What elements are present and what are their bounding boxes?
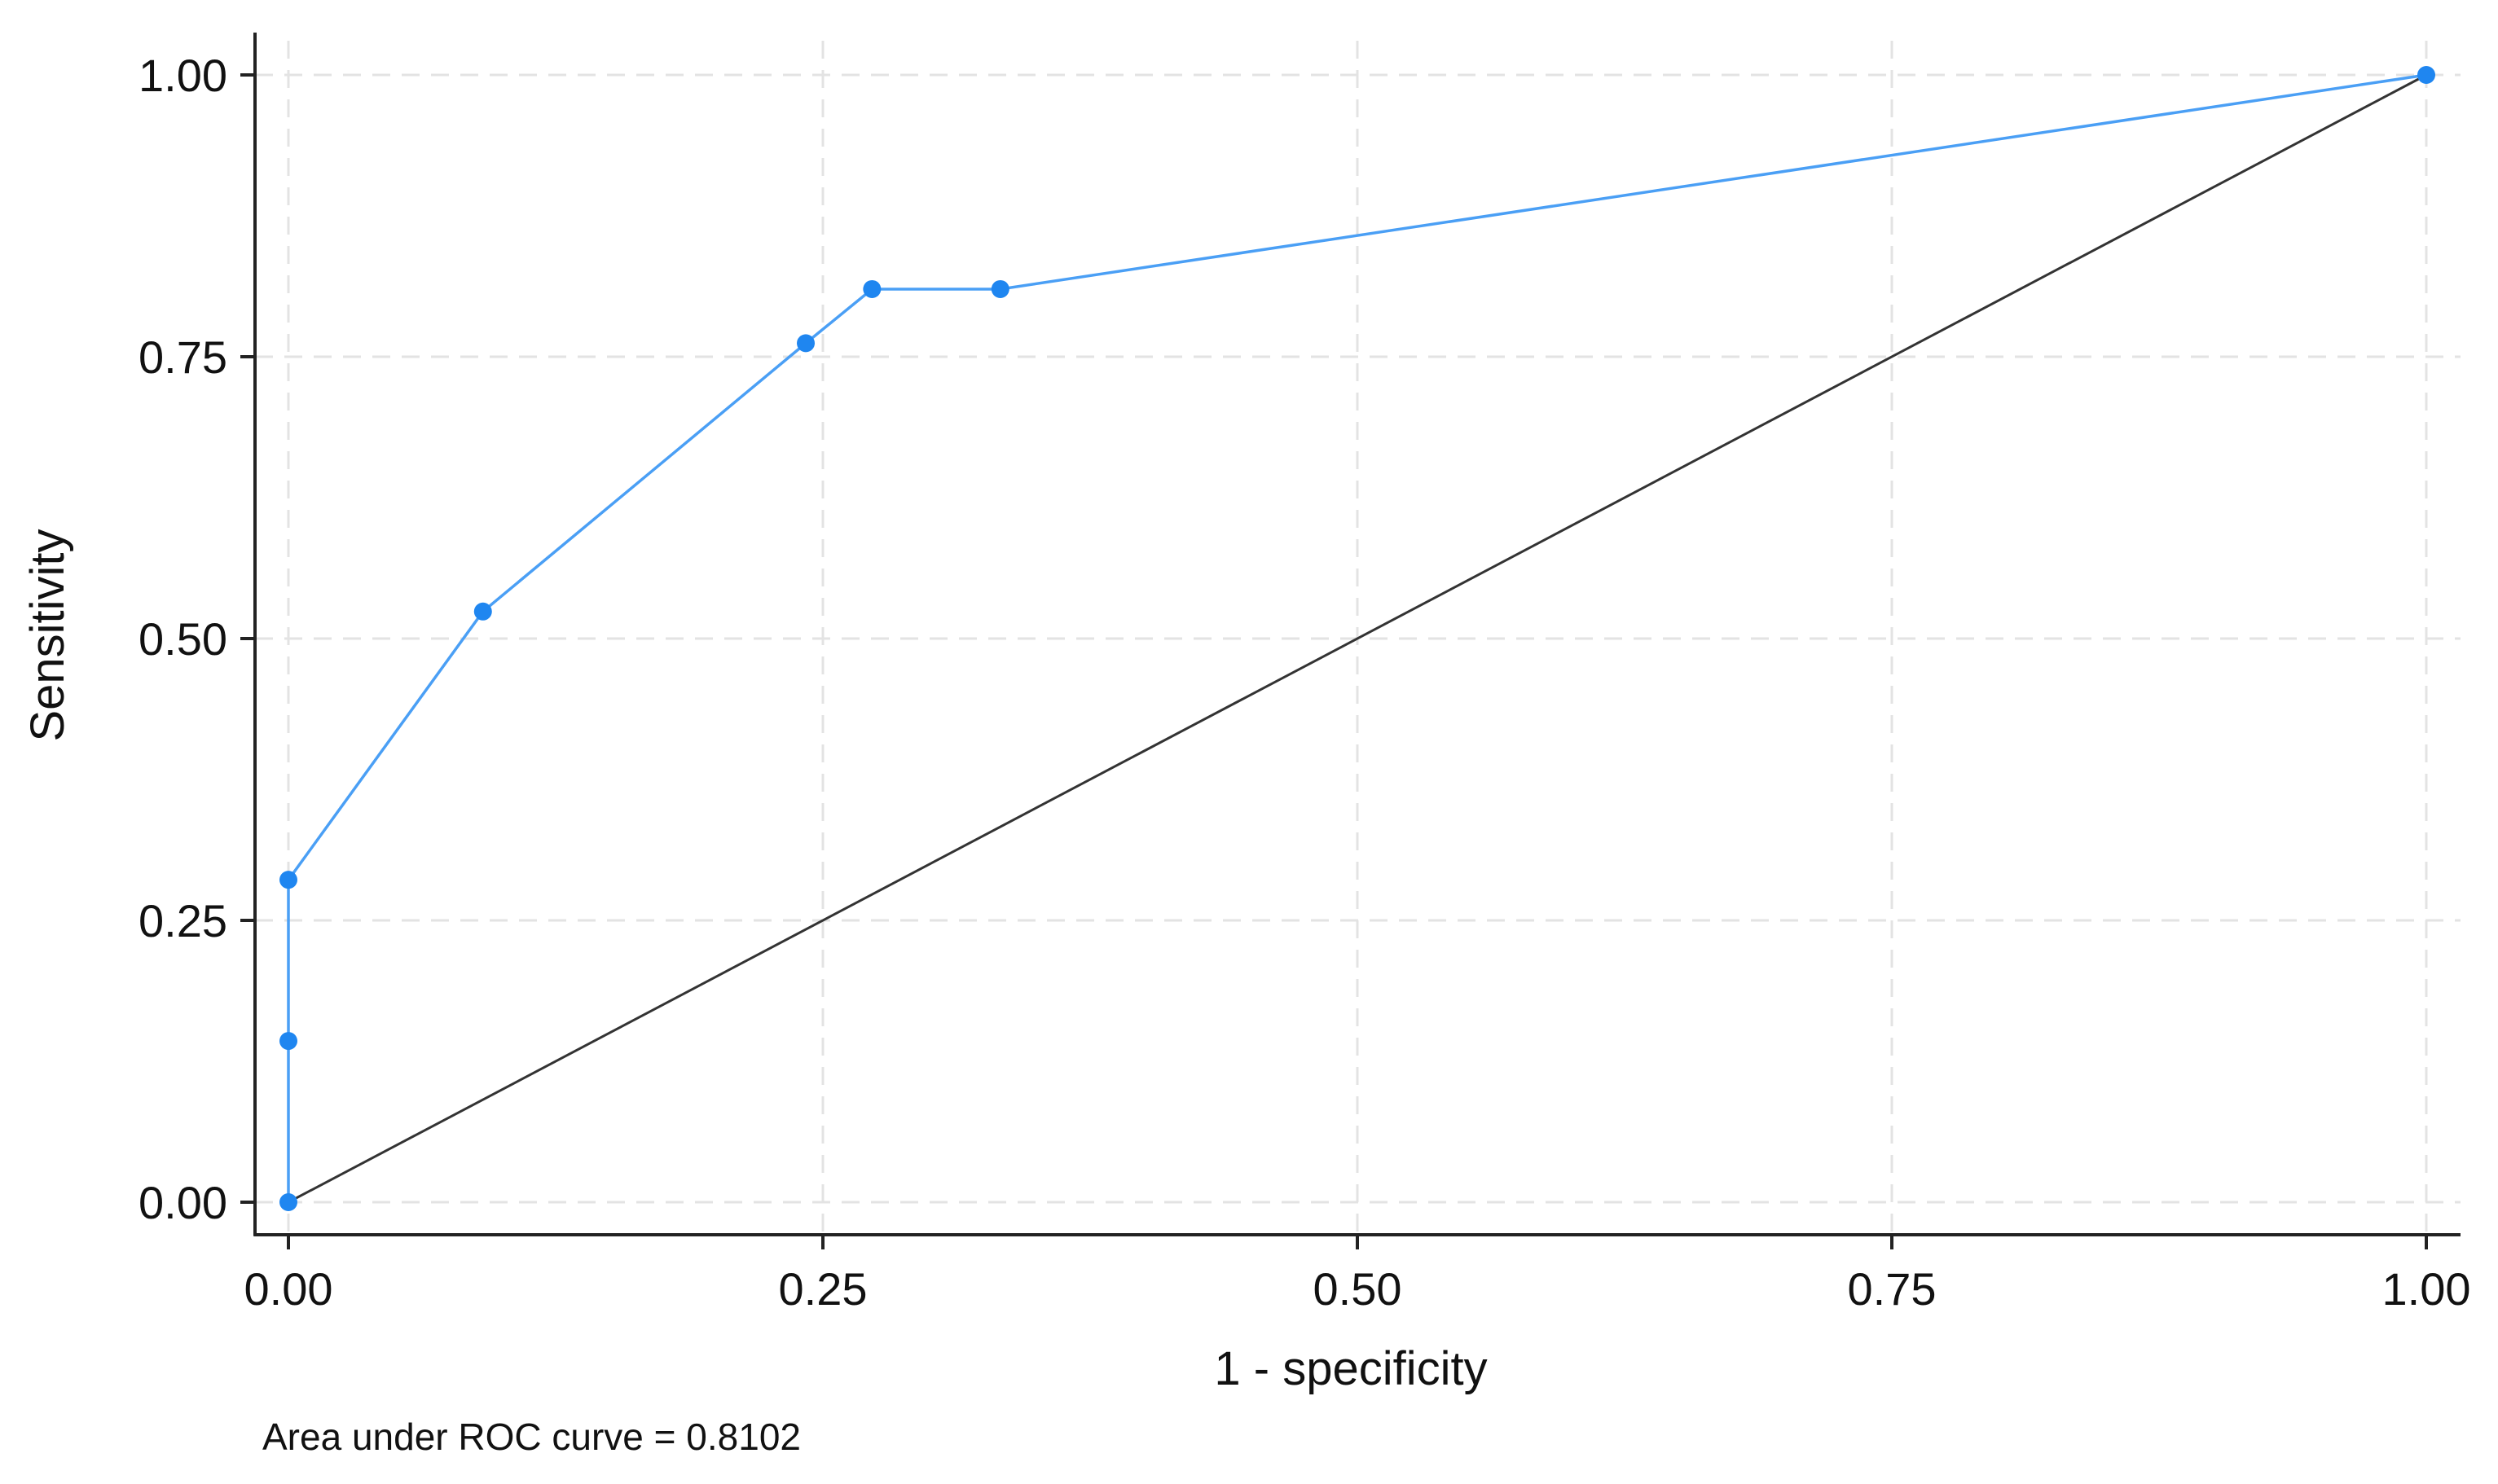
roc-point	[863, 279, 882, 298]
roc-point	[2417, 66, 2435, 84]
roc-point	[991, 279, 1009, 298]
y-tick-label: 0.00	[139, 1177, 227, 1228]
roc-point	[473, 602, 492, 621]
roc-series-layer	[279, 66, 2435, 1211]
reference-line	[288, 73, 2427, 1204]
y-tick-label: 1.00	[139, 50, 227, 101]
roc-point	[279, 1193, 297, 1211]
roc-point	[797, 334, 816, 353]
x-axis-title: 1 - specificity	[1214, 1342, 1487, 1395]
x-tick-label: 0.75	[1848, 1263, 1937, 1315]
roc-curve-line	[287, 73, 2427, 1202]
x-tick-label: 0.00	[244, 1263, 333, 1315]
ticks-layer: 0.00 0.25 0.50 0.75 1.00 0.00 0.25 0.50 0.75 1.00	[139, 50, 2471, 1315]
y-tick-label: 0.75	[139, 331, 227, 383]
x-tick-label: 1.00	[2382, 1263, 2471, 1315]
reference-line-layer	[288, 73, 2427, 1204]
y-tick-label: 0.50	[139, 613, 227, 665]
y-tick-label: 0.25	[139, 895, 227, 946]
roc-point	[279, 1032, 297, 1051]
x-tick-label: 0.50	[1313, 1263, 1402, 1315]
y-axis-title: Sensitivity	[21, 529, 74, 741]
x-tick-label: 0.25	[779, 1263, 868, 1315]
roc-point	[279, 871, 297, 889]
auc-note: Area under ROC curve = 0.8102	[262, 1416, 801, 1458]
